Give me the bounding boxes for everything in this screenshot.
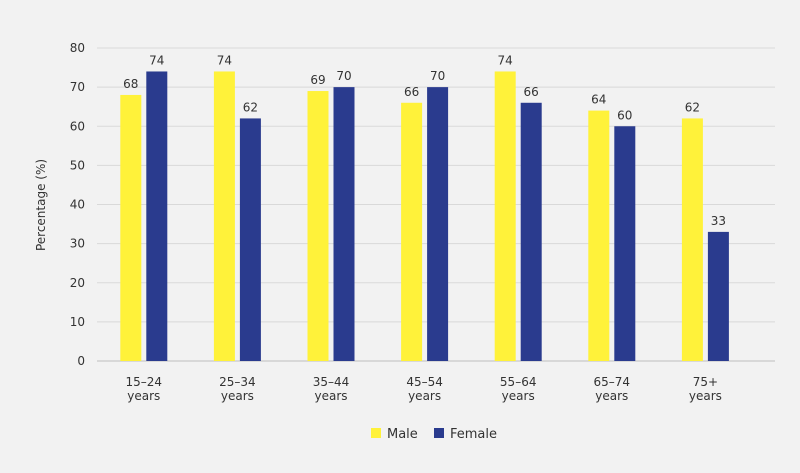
bar-male-5 [588, 110, 610, 361]
x-tick-label: years [502, 389, 535, 403]
bar-female-3 [427, 87, 449, 361]
bar-female-4 [520, 102, 542, 362]
bar-female-2 [333, 87, 355, 361]
data-label-female-0: 74 [149, 53, 164, 67]
legend: Male Female [371, 427, 497, 442]
data-label-female-1: 62 [243, 100, 258, 114]
data-label-male-3: 66 [404, 85, 419, 99]
bar-male-6 [681, 118, 703, 361]
x-tick-label: years [595, 389, 628, 403]
bar-male-4 [494, 71, 516, 361]
bar-female-5 [614, 126, 636, 361]
x-axis-ticks: 15–24years25–34years35–44years45–54years… [126, 375, 722, 403]
bar-male-0 [120, 94, 142, 361]
x-tick-label: 65–74 [594, 375, 631, 389]
data-label-female-5: 60 [617, 108, 632, 122]
legend-label-male: Male [387, 427, 418, 442]
y-axis-ticks: 0 10 20 30 40 50 60 70 80 [70, 41, 85, 368]
y-tick-label: 10 [70, 315, 85, 329]
bar-male-2 [307, 91, 329, 361]
y-tick-label: 20 [70, 276, 85, 290]
data-label-male-0: 68 [123, 77, 138, 91]
x-tick-label: 75+ [693, 375, 718, 389]
x-tick-label: years [221, 389, 254, 403]
legend-swatch-female [434, 428, 444, 438]
x-tick-label: 45–54 [406, 375, 443, 389]
y-tick-label: 40 [70, 198, 85, 212]
data-label-male-6: 62 [685, 100, 700, 114]
y-tick-label: 80 [70, 41, 85, 55]
y-tick-label: 70 [70, 80, 85, 94]
x-tick-label: years [408, 389, 441, 403]
data-labels: 68 74 74 62 69 70 66 70 74 66 64 60 62 33 [123, 53, 726, 227]
legend-label-female: Female [450, 427, 497, 442]
data-label-female-2: 70 [336, 69, 351, 83]
data-label-male-4: 74 [498, 53, 513, 67]
bar-male-1 [213, 71, 235, 361]
x-tick-label: years [314, 389, 347, 403]
y-tick-label: 60 [70, 119, 85, 133]
x-tick-label: years [127, 389, 160, 403]
x-tick-label: 15–24 [126, 375, 163, 389]
data-label-male-1: 74 [217, 53, 232, 67]
data-label-female-4: 66 [524, 85, 539, 99]
x-tick-label: years [689, 389, 722, 403]
data-label-male-5: 64 [591, 93, 606, 107]
legend-swatch-male [371, 428, 381, 438]
y-tick-label: 30 [70, 237, 85, 251]
bar-female-6 [707, 231, 729, 361]
data-label-female-3: 70 [430, 69, 445, 83]
bar-female-0 [146, 71, 168, 361]
y-tick-label: 50 [70, 158, 85, 172]
x-tick-label: 55–64 [500, 375, 537, 389]
x-tick-label: 25–34 [219, 375, 256, 389]
bar-female-1 [239, 118, 261, 361]
bar-male-3 [401, 102, 423, 362]
data-label-female-6: 33 [711, 214, 726, 228]
y-axis-title: Percentage (%) [34, 159, 48, 251]
y-tick-label: 0 [77, 354, 85, 368]
bars [120, 71, 729, 362]
data-label-male-2: 69 [310, 73, 325, 87]
x-tick-label: 35–44 [313, 375, 350, 389]
